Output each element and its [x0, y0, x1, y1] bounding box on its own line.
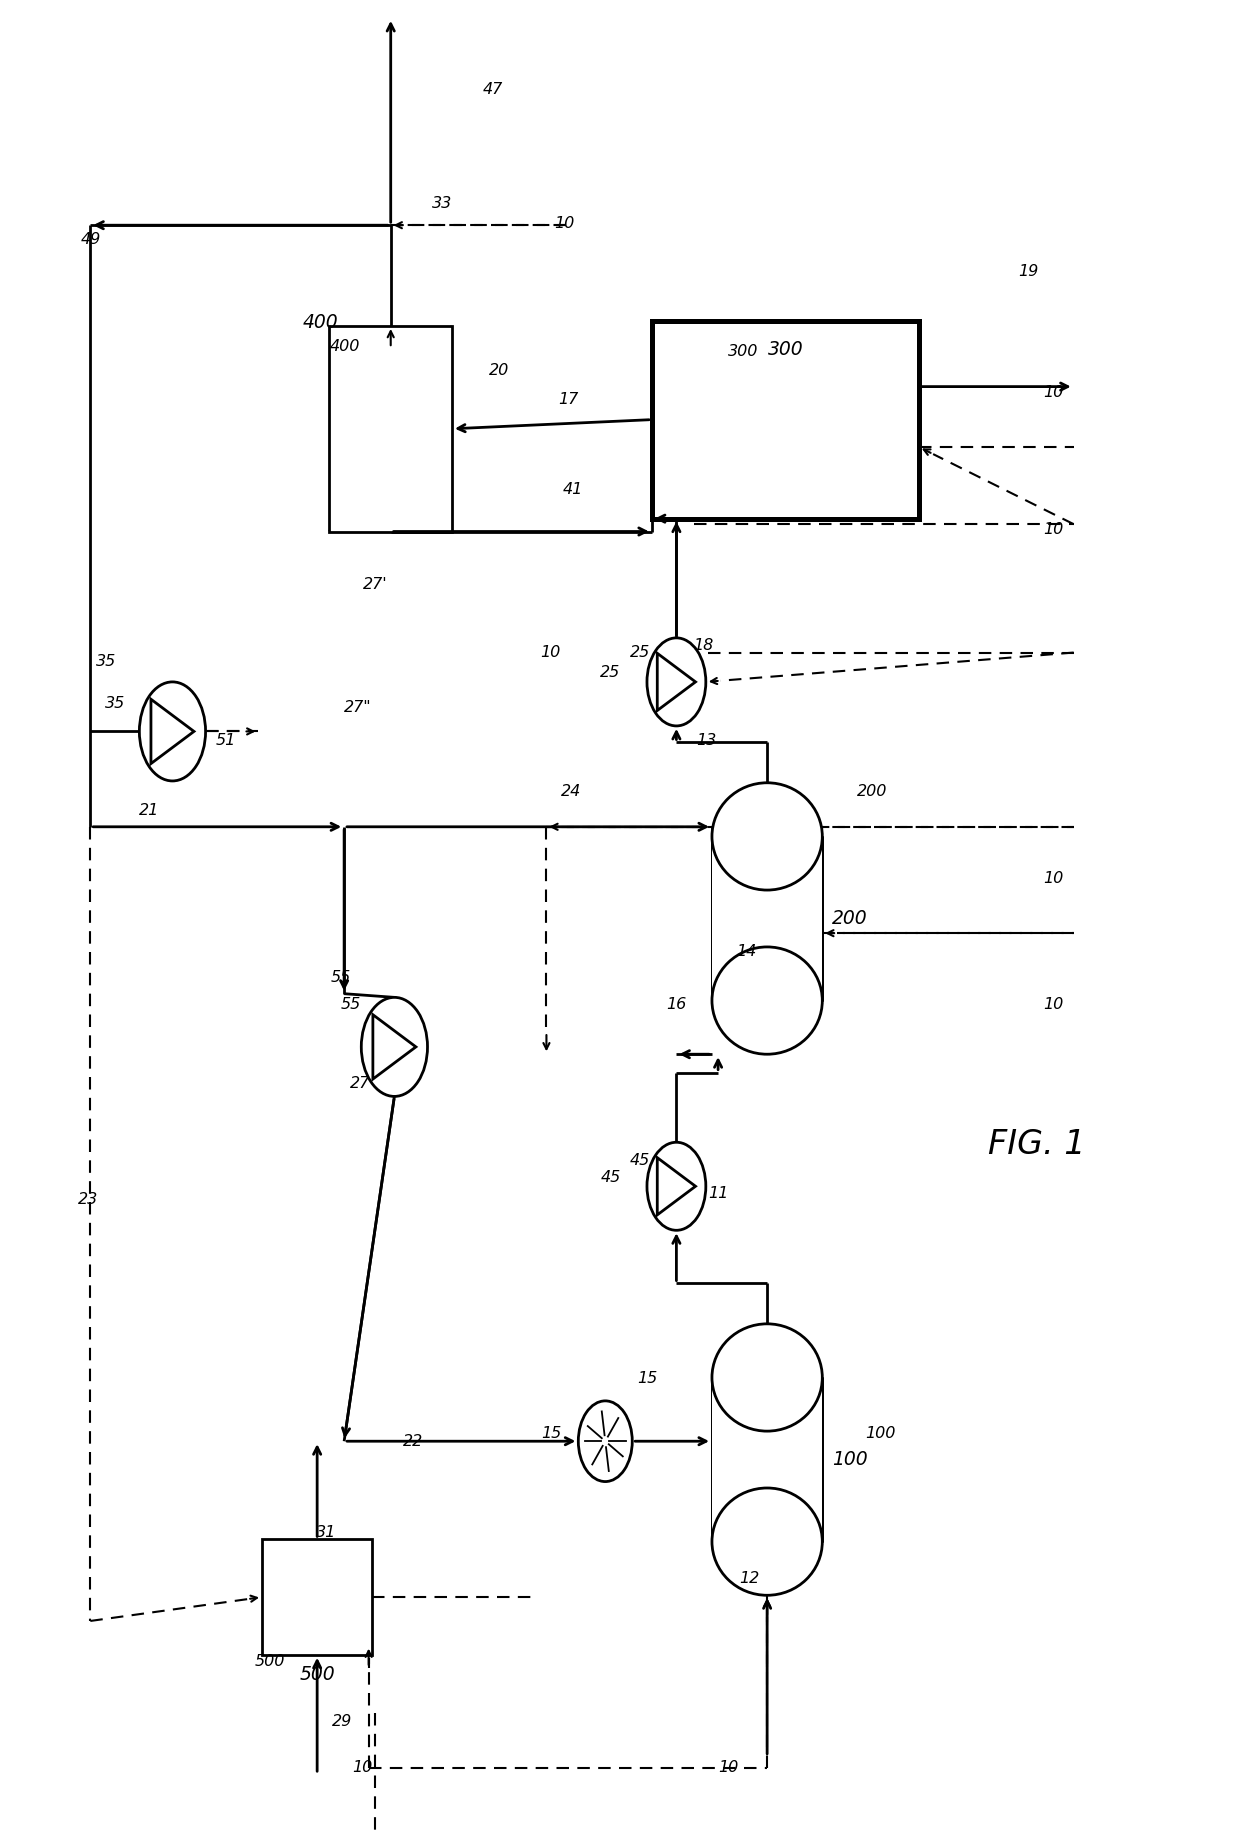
Text: 18: 18: [693, 638, 714, 652]
Text: 27": 27": [345, 700, 372, 715]
Text: 10: 10: [541, 645, 560, 660]
Text: 25: 25: [630, 645, 650, 660]
Text: 10: 10: [1043, 998, 1063, 1013]
Ellipse shape: [712, 1488, 822, 1595]
Text: 12: 12: [739, 1571, 759, 1586]
Text: FIG. 1: FIG. 1: [988, 1127, 1085, 1161]
Text: 200: 200: [832, 909, 868, 928]
Text: 15: 15: [637, 1371, 657, 1386]
Text: 24: 24: [562, 784, 582, 800]
Text: 51: 51: [216, 734, 236, 748]
Polygon shape: [712, 837, 822, 1000]
Text: 33: 33: [433, 196, 453, 211]
Text: 35: 35: [105, 697, 125, 711]
Bar: [330, 325, 453, 532]
Text: 10: 10: [554, 216, 574, 231]
Circle shape: [361, 998, 428, 1096]
Text: 21: 21: [139, 802, 160, 819]
Text: 41: 41: [563, 482, 583, 497]
Text: 13: 13: [696, 734, 717, 748]
Bar: [652, 320, 919, 519]
Text: 400: 400: [303, 312, 339, 333]
Text: 10: 10: [1043, 870, 1063, 885]
Text: 25: 25: [600, 665, 621, 680]
Text: 10: 10: [718, 1759, 738, 1776]
Text: 100: 100: [832, 1451, 868, 1469]
Text: 45: 45: [630, 1153, 650, 1168]
Text: 55: 55: [331, 970, 351, 985]
Text: 200: 200: [857, 784, 887, 800]
Ellipse shape: [712, 1323, 822, 1430]
Text: 45: 45: [600, 1170, 621, 1185]
Ellipse shape: [712, 946, 822, 1053]
Text: 23: 23: [78, 1192, 98, 1207]
Text: 100: 100: [866, 1427, 895, 1441]
Text: 10: 10: [1043, 384, 1063, 399]
Text: 27': 27': [362, 577, 387, 591]
Text: 27: 27: [350, 1076, 371, 1090]
Text: 500: 500: [254, 1654, 285, 1669]
Ellipse shape: [712, 784, 822, 891]
Text: 47: 47: [482, 81, 503, 96]
Circle shape: [578, 1401, 632, 1482]
Text: 15: 15: [542, 1427, 562, 1441]
Text: 400: 400: [330, 338, 360, 353]
Text: 35: 35: [97, 654, 117, 669]
Text: 300: 300: [768, 340, 804, 359]
Text: 11: 11: [708, 1186, 729, 1201]
Text: 500: 500: [299, 1665, 335, 1684]
Text: 10: 10: [352, 1759, 373, 1776]
Text: 17: 17: [559, 392, 579, 407]
Text: 20: 20: [489, 362, 510, 377]
Text: 19: 19: [1018, 264, 1039, 279]
Text: 300: 300: [728, 344, 759, 359]
Circle shape: [647, 638, 706, 726]
Text: 14: 14: [737, 944, 756, 959]
Text: 29: 29: [332, 1715, 352, 1730]
Text: 10: 10: [1043, 523, 1063, 538]
Text: 49: 49: [81, 233, 100, 248]
Circle shape: [647, 1142, 706, 1231]
Text: 31: 31: [316, 1525, 336, 1541]
Circle shape: [139, 682, 206, 782]
Text: 55: 55: [341, 998, 361, 1013]
Polygon shape: [712, 1377, 822, 1541]
Text: 22: 22: [403, 1434, 423, 1449]
Bar: [262, 1539, 372, 1656]
Text: 16: 16: [667, 998, 687, 1013]
